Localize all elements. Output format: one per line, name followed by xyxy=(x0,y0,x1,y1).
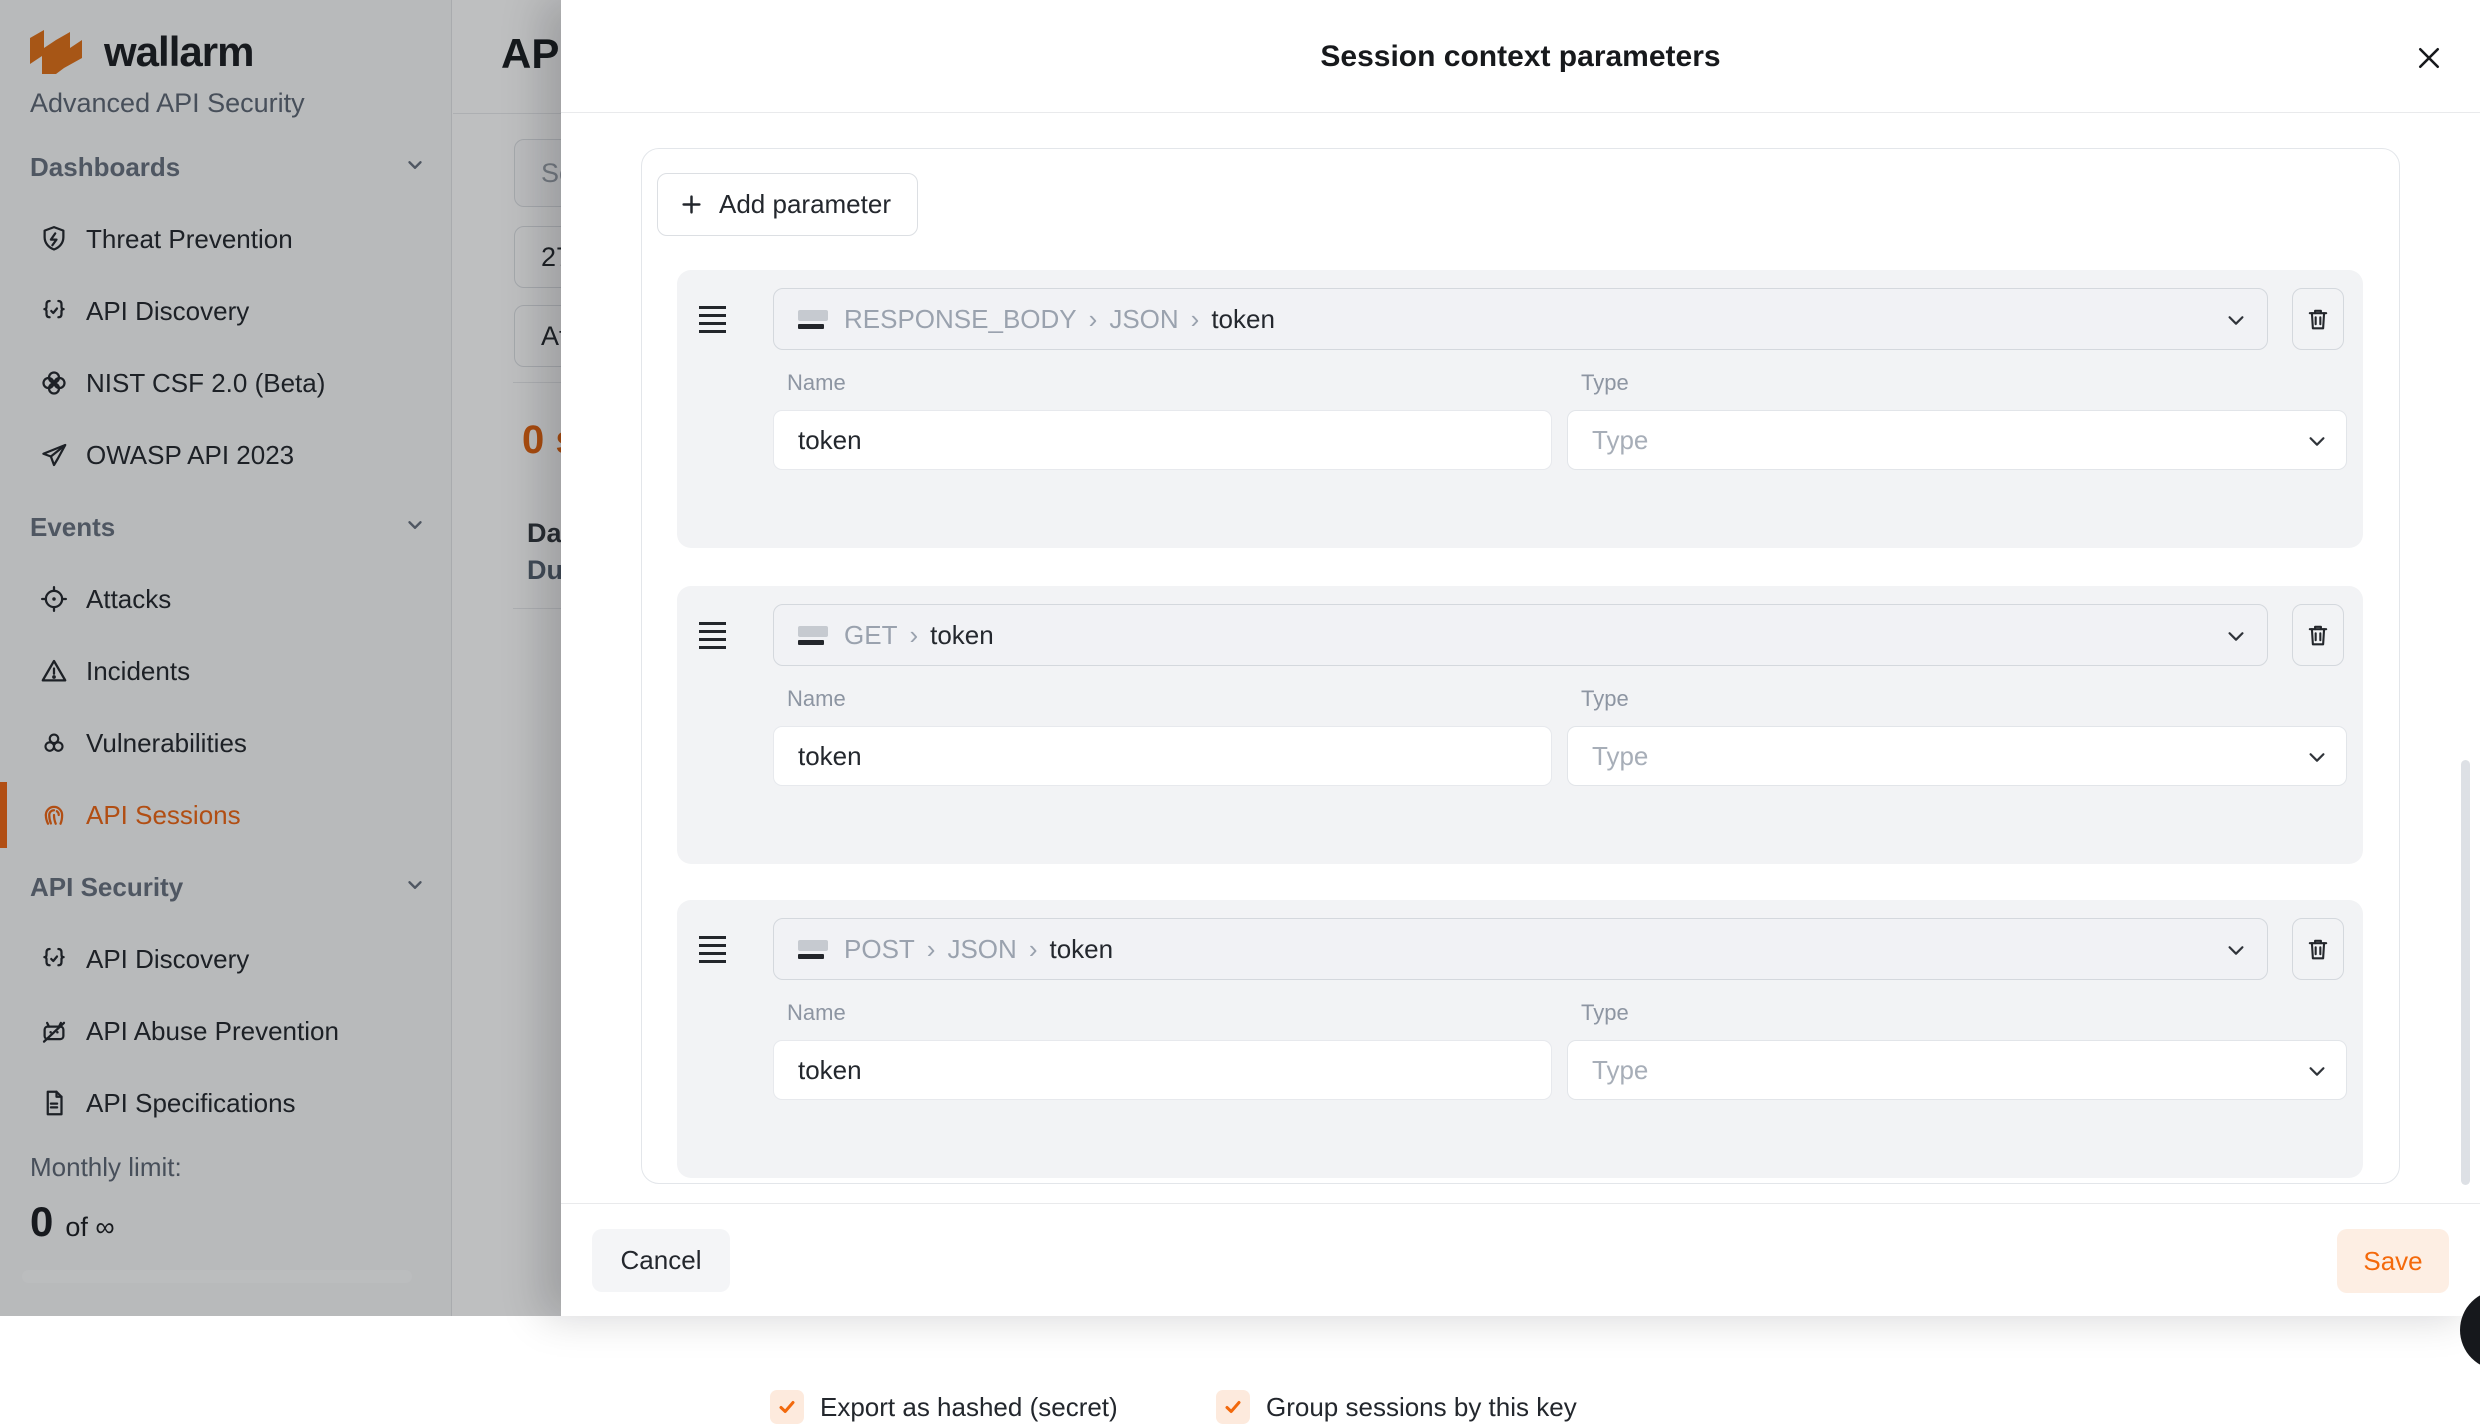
close-icon[interactable] xyxy=(2411,40,2447,76)
type-select[interactable]: Type xyxy=(1567,1040,2347,1100)
wallarm-logo-text: wallarm xyxy=(104,28,254,75)
type-select[interactable]: Type xyxy=(1567,726,2347,786)
trash-icon xyxy=(2308,939,2328,960)
delete-parameter-button[interactable] xyxy=(2292,918,2344,980)
sidebar-item-api-abuse-prevention[interactable]: API Abuse Prevention xyxy=(0,998,452,1064)
check-icon xyxy=(779,1401,795,1413)
checkbox-checked[interactable] xyxy=(1216,1390,1250,1424)
sidebar-section-dashboards[interactable]: Dashboards xyxy=(0,134,452,200)
name-label: Name xyxy=(787,686,846,711)
chevron-down-icon xyxy=(404,154,426,181)
drag-handle-icon[interactable] xyxy=(699,622,726,649)
sidebar-item-incidents[interactable]: Incidents xyxy=(0,638,452,704)
selected-item-bar xyxy=(0,782,7,848)
braces-check-icon xyxy=(38,295,70,327)
source-select[interactable]: POST › JSON › token xyxy=(773,918,2268,980)
chevron-down-icon xyxy=(404,874,426,901)
modal-footer: Cancel Save xyxy=(561,1203,2480,1316)
sidebar-item-api-sessions[interactable]: API Sessions xyxy=(0,782,452,848)
name-label: Name xyxy=(787,1000,846,1025)
type-label: Type xyxy=(1581,686,1629,711)
column-label-1: Da xyxy=(527,518,562,548)
paper-plane-icon xyxy=(38,439,70,471)
parameter-card: RESPONSE_BODY › JSON › token Name Type t… xyxy=(677,270,2363,794)
chevron-down-icon xyxy=(404,514,426,541)
delete-parameter-button[interactable] xyxy=(2292,288,2344,350)
target-icon xyxy=(38,583,70,615)
fingerprint-icon xyxy=(38,799,70,831)
group-sessions-checkbox-group: Group sessions by this key xyxy=(1216,1390,1577,1424)
sidebar-item-api-discovery-2[interactable]: API Discovery xyxy=(0,926,452,992)
sidebar-section-events[interactable]: Events xyxy=(0,494,452,560)
delete-parameter-button[interactable] xyxy=(2292,604,2344,666)
drag-handle-icon[interactable] xyxy=(699,936,726,963)
logo-subtitle: Advanced API Security xyxy=(30,88,305,118)
source-icon xyxy=(798,309,828,329)
name-input[interactable]: token xyxy=(773,726,1552,786)
warning-triangle-icon xyxy=(38,655,70,687)
parameter-card: GET › token Name Type token Type Export … xyxy=(677,586,2363,1110)
source-select[interactable]: GET › token xyxy=(773,604,2268,666)
add-parameter-button[interactable]: Add parameter xyxy=(657,173,918,236)
sidebar-item-attacks[interactable]: Attacks xyxy=(0,566,452,632)
source-icon xyxy=(798,625,828,645)
sidebar-section-api-security[interactable]: API Security xyxy=(0,854,452,920)
plus-icon xyxy=(682,195,701,214)
export-hashed-checkbox-group: Export as hashed (secret) xyxy=(770,1390,1118,1424)
session-context-modal: Session context parameters Add parameter… xyxy=(561,0,2480,1424)
wallarm-logo-icon xyxy=(30,30,82,74)
shield-bolt-icon xyxy=(38,223,70,255)
cancel-button[interactable]: Cancel xyxy=(592,1229,730,1292)
monthly-limit-label: Monthly limit: xyxy=(30,1152,182,1182)
file-lines-icon xyxy=(38,1087,70,1119)
page-title: AP xyxy=(501,30,560,77)
type-label: Type xyxy=(1581,370,1629,395)
biohazard-icon xyxy=(38,727,70,759)
drag-handle-icon[interactable] xyxy=(699,306,726,333)
sidebar-item-threat-prevention[interactable]: Threat Prevention xyxy=(0,206,452,272)
sidebar-item-vulnerabilities[interactable]: Vulnerabilities xyxy=(0,710,452,776)
chevron-down-icon xyxy=(2225,625,2247,652)
modal-title: Session context parameters xyxy=(1320,39,1721,73)
braces-check-icon xyxy=(38,943,70,975)
trash-icon xyxy=(2308,309,2328,330)
monthly-limit-value: 0 of ∞ xyxy=(30,1198,115,1245)
column-label-2: Du xyxy=(527,555,563,585)
name-label: Name xyxy=(787,370,846,395)
chevron-down-icon xyxy=(2306,1060,2328,1087)
type-label: Type xyxy=(1581,1000,1629,1025)
check-icon xyxy=(1225,1401,1241,1413)
name-input[interactable]: token xyxy=(773,410,1552,470)
sidebar-horizontal-scrollbar[interactable] xyxy=(22,1270,412,1283)
chevron-down-icon xyxy=(2306,746,2328,773)
checkbox-checked[interactable] xyxy=(770,1390,804,1424)
chevron-down-icon xyxy=(2225,309,2247,336)
modal-scrollbar[interactable] xyxy=(2461,760,2470,1185)
sidebar: wallarm Advanced API Security Dashboards… xyxy=(0,0,452,1316)
save-button[interactable]: Save xyxy=(2337,1229,2449,1293)
type-select[interactable]: Type xyxy=(1567,410,2347,470)
modal-header: Session context parameters xyxy=(561,0,2480,113)
clover-icon xyxy=(38,367,70,399)
sidebar-item-api-discovery[interactable]: API Discovery xyxy=(0,278,452,344)
sidebar-item-api-specifications[interactable]: API Specifications xyxy=(0,1070,452,1136)
chevron-down-icon xyxy=(2306,430,2328,457)
sidebar-item-owasp-api[interactable]: OWASP API 2023 xyxy=(0,422,452,488)
sidebar-item-nist-csf[interactable]: NIST CSF 2.0 (Beta) xyxy=(0,350,452,416)
parameter-card: POST › JSON › token Name Type token Type… xyxy=(677,900,2363,1424)
source-icon xyxy=(798,939,828,959)
robot-crossed-icon xyxy=(38,1015,70,1047)
trash-icon xyxy=(2308,625,2328,646)
chevron-down-icon xyxy=(2225,939,2247,966)
source-select[interactable]: RESPONSE_BODY › JSON › token xyxy=(773,288,2268,350)
name-input[interactable]: token xyxy=(773,1040,1552,1100)
